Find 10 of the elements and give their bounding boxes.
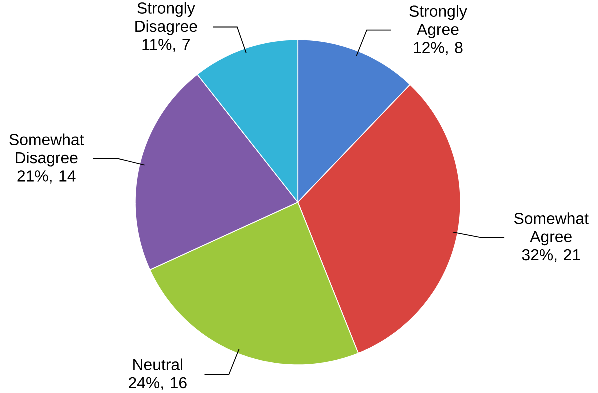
- data-label: 21%, 14: [18, 170, 76, 184]
- slice-label: Strongly Disagree: [136, 2, 198, 36]
- slice-label: Neutral: [134, 358, 182, 371]
- slice-label: Somewhat Agree: [514, 212, 589, 246]
- data-label: 12%, 8: [414, 42, 463, 56]
- slice-label: Strongly Agree: [410, 5, 468, 38]
- data-label: 24%, 16: [129, 377, 187, 391]
- data-label: 32%, 21: [522, 249, 580, 263]
- data-label: 11%, 7: [142, 39, 190, 52]
- slice-label: Somewhat Disagree: [10, 134, 84, 167]
